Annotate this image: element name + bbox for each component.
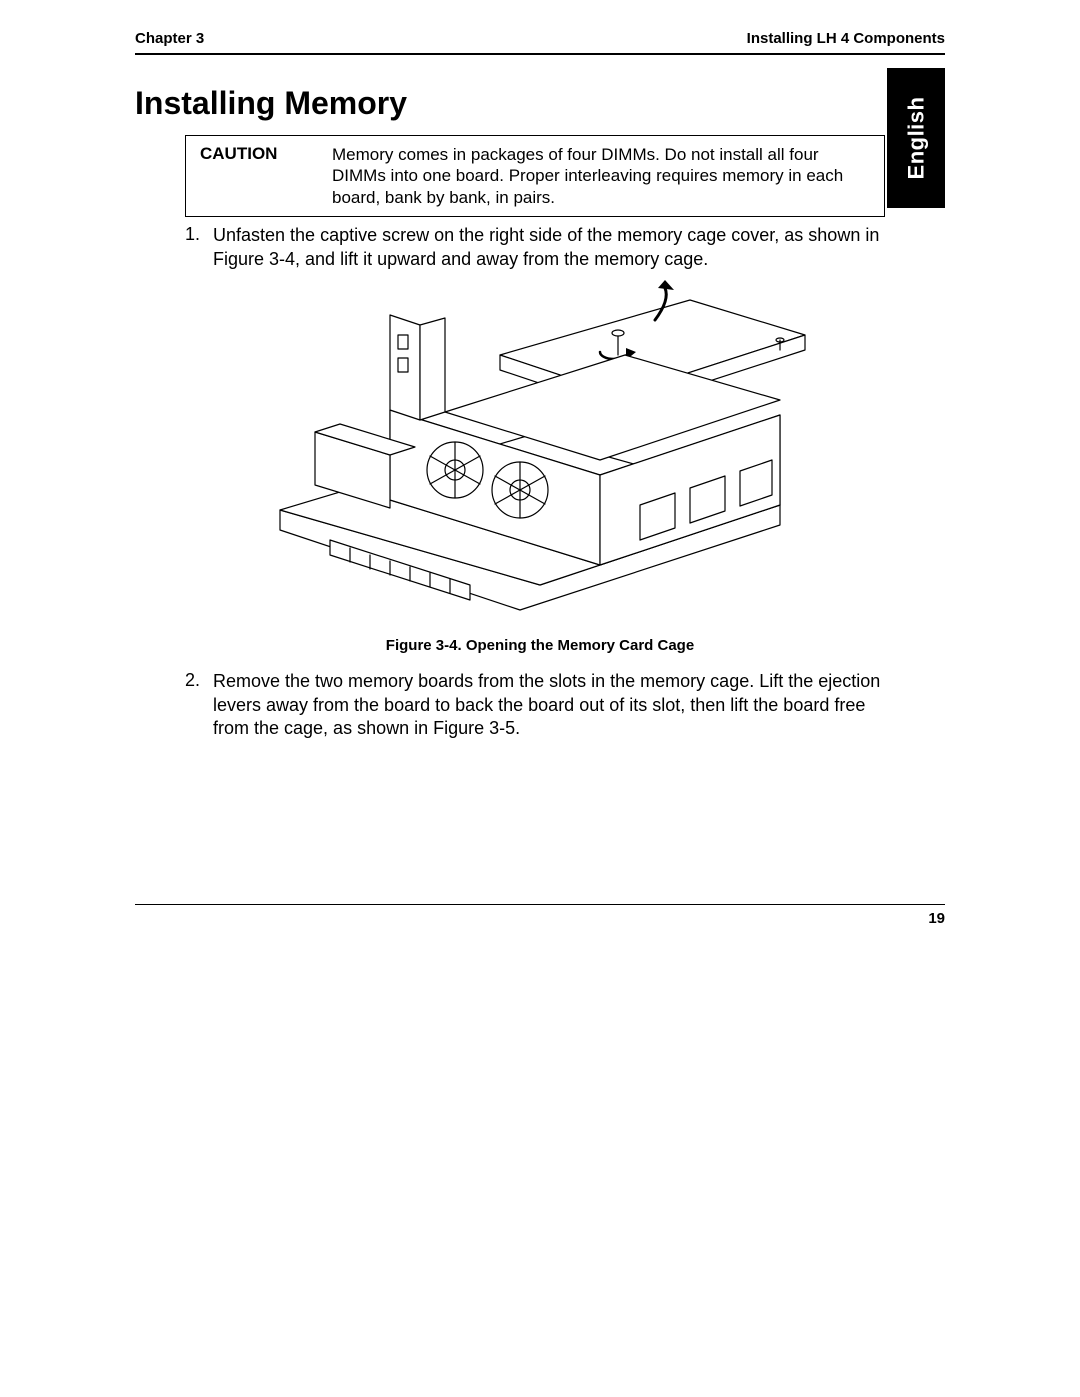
step-2-text: Remove the two memory boards from the sl…: [213, 670, 885, 740]
caution-text: Memory comes in packages of four DIMMs. …: [332, 144, 870, 208]
header-left: Chapter 3: [135, 30, 204, 47]
page-title: Installing Memory: [135, 85, 407, 122]
figure-caption: Figure 3-4. Opening the Memory Card Cage: [0, 637, 1080, 654]
step-1: 1. Unfasten the captive screw on the rig…: [185, 223, 885, 271]
page-header: Chapter 3 Installing LH 4 Components: [135, 30, 945, 55]
language-tab-label: English: [903, 97, 929, 180]
step-1-number: 1.: [185, 223, 209, 246]
page-number: 19: [928, 910, 945, 927]
header-right: Installing LH 4 Components: [747, 30, 945, 47]
step-2-number: 2.: [185, 669, 209, 692]
figure-3-4-illustration: [220, 280, 860, 625]
step-2: 2. Remove the two memory boards from the…: [185, 669, 885, 741]
caution-box: CAUTION Memory comes in packages of four…: [185, 135, 885, 217]
language-tab: English: [887, 68, 945, 208]
footer-rule: [135, 904, 945, 905]
caution-label: CAUTION: [200, 144, 296, 208]
document-page: Chapter 3 Installing LH 4 Components Ins…: [0, 0, 1080, 1397]
step-1-text: Unfasten the captive screw on the right …: [213, 224, 885, 271]
